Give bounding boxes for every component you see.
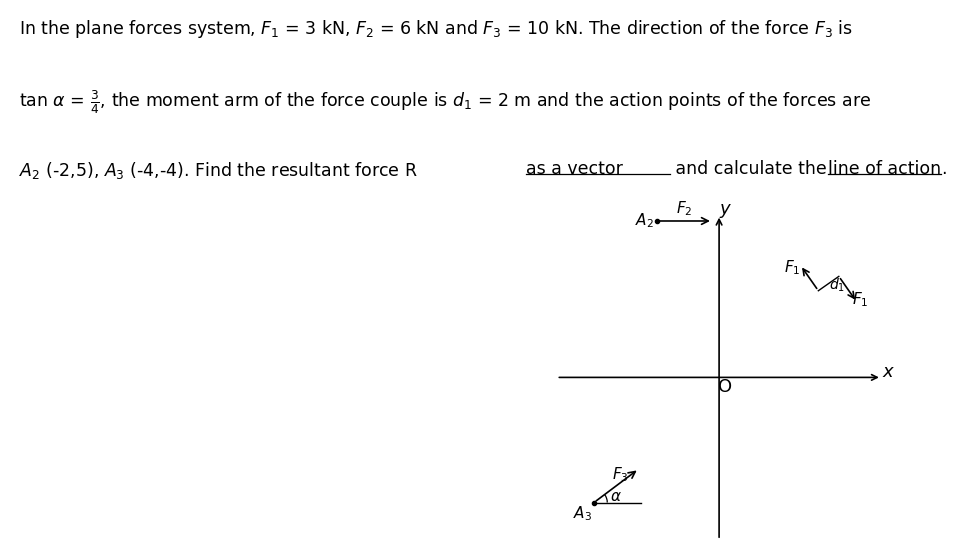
Text: $A_2$ (-2,5), $A_3$ (-4,-4). Find the resultant force R: $A_2$ (-2,5), $A_3$ (-4,-4). Find the re… [19, 160, 418, 181]
Text: x: x [881, 363, 892, 381]
Text: $F_3$: $F_3$ [611, 465, 628, 484]
Text: $F_1$: $F_1$ [783, 258, 800, 277]
Text: $A_3$: $A_3$ [572, 504, 591, 523]
Text: $F_2$: $F_2$ [676, 199, 692, 218]
Text: tan $\alpha$ = $\frac{3}{4}$, the moment arm of the force couple is $d_1$ = 2 m : tan $\alpha$ = $\frac{3}{4}$, the moment… [19, 89, 871, 117]
Text: In the plane forces system, $F_1$ = 3 kN, $F_2$ = 6 kN and $F_3$ = 10 kN. The di: In the plane forces system, $F_1$ = 3 kN… [19, 18, 852, 40]
Text: y: y [719, 200, 729, 218]
Text: $\alpha$: $\alpha$ [609, 489, 621, 504]
Text: $d_1$: $d_1$ [828, 276, 845, 294]
Text: $A_2$: $A_2$ [634, 211, 653, 230]
Text: $F_1$: $F_1$ [851, 290, 868, 309]
Text: O: O [717, 379, 731, 396]
Text: line of action: line of action [827, 160, 940, 178]
Text: as a vector: as a vector [526, 160, 623, 178]
Text: and calculate the: and calculate the [669, 160, 831, 178]
Text: .: . [940, 160, 946, 178]
